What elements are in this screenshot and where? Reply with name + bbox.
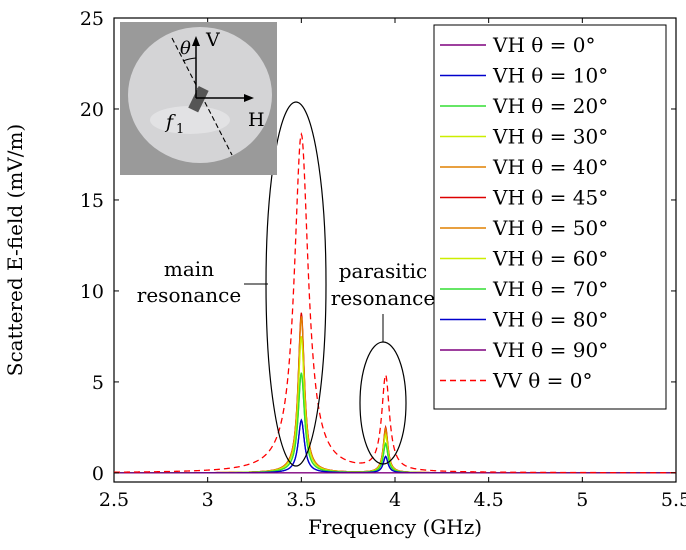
inset-theta-arc bbox=[182, 57, 197, 62]
inset-v-label: V bbox=[205, 29, 220, 51]
legend-label: VH θ = 90° bbox=[492, 338, 608, 362]
legend-label: VH θ = 45° bbox=[492, 186, 608, 210]
annotation-parasitic-1: parasitic bbox=[339, 259, 428, 283]
legend-label: VV θ = 0° bbox=[492, 369, 592, 393]
series-line-9 bbox=[114, 418, 676, 474]
legend-label: VH θ = 40° bbox=[492, 155, 608, 179]
y-tick-label: 0 bbox=[92, 463, 104, 485]
inset-photo: θ V H f 1 bbox=[120, 22, 277, 175]
legend-label: VH θ = 0° bbox=[492, 33, 595, 57]
legend-items: VH θ = 0° VH θ = 10° VH θ = 20° VH θ = 30° V… bbox=[440, 33, 608, 393]
y-tick-label: 10 bbox=[80, 281, 104, 303]
tick-layer: 2.5 3 3.5 4 4.5 5 5.5 0 5 10 15 20 25 bbox=[80, 8, 686, 511]
legend-label: VH θ = 30° bbox=[492, 125, 608, 149]
x-tick-label: 4.5 bbox=[474, 489, 504, 511]
series-layer bbox=[114, 132, 676, 474]
series-line-1 bbox=[114, 418, 676, 474]
x-tick-label: 3 bbox=[202, 489, 214, 511]
legend-label: VH θ = 60° bbox=[492, 247, 608, 271]
legend-label: VH θ = 70° bbox=[492, 277, 608, 301]
inset-h-arrowhead bbox=[244, 94, 254, 102]
x-tick-label: 5.5 bbox=[661, 489, 686, 511]
y-axis-label: Scattered E-field (mV/m) bbox=[3, 124, 27, 376]
inset-f-sub-label: 1 bbox=[176, 122, 184, 137]
y-tick-label: 15 bbox=[80, 190, 104, 212]
x-tick-label: 2.5 bbox=[99, 489, 129, 511]
x-tick-label: 4 bbox=[389, 489, 401, 511]
inset-resonator bbox=[188, 86, 209, 113]
inset-h-label: H bbox=[248, 109, 265, 131]
inset-v-arrowhead bbox=[192, 36, 200, 46]
y-tick-label: 5 bbox=[92, 372, 104, 394]
legend-label: VH θ = 10° bbox=[492, 64, 608, 88]
series-line-11 bbox=[114, 132, 676, 474]
x-axis-label: Frequency (GHz) bbox=[308, 515, 482, 539]
inset-theta-label: θ bbox=[180, 38, 191, 59]
legend: VH θ = 0° VH θ = 10° VH θ = 20° VH θ = 30° V… bbox=[433, 24, 667, 410]
annotation-parasitic-2: resonance bbox=[331, 286, 435, 310]
inset-f-label: f bbox=[164, 111, 176, 133]
x-tick-label: 3.5 bbox=[286, 489, 316, 511]
legend-label: VH θ = 50° bbox=[492, 216, 608, 240]
annotation-main-2: resonance bbox=[137, 283, 241, 307]
inset-disc-highlight bbox=[150, 106, 230, 134]
y-tick-label: 25 bbox=[80, 8, 104, 30]
y-tick-label: 20 bbox=[80, 99, 104, 121]
legend-label: VH θ = 80° bbox=[492, 308, 608, 332]
legend-label: VH θ = 20° bbox=[492, 94, 608, 118]
x-tick-label: 5 bbox=[576, 489, 588, 511]
legend-box bbox=[433, 24, 667, 410]
annotation-main-1: main bbox=[164, 257, 214, 281]
